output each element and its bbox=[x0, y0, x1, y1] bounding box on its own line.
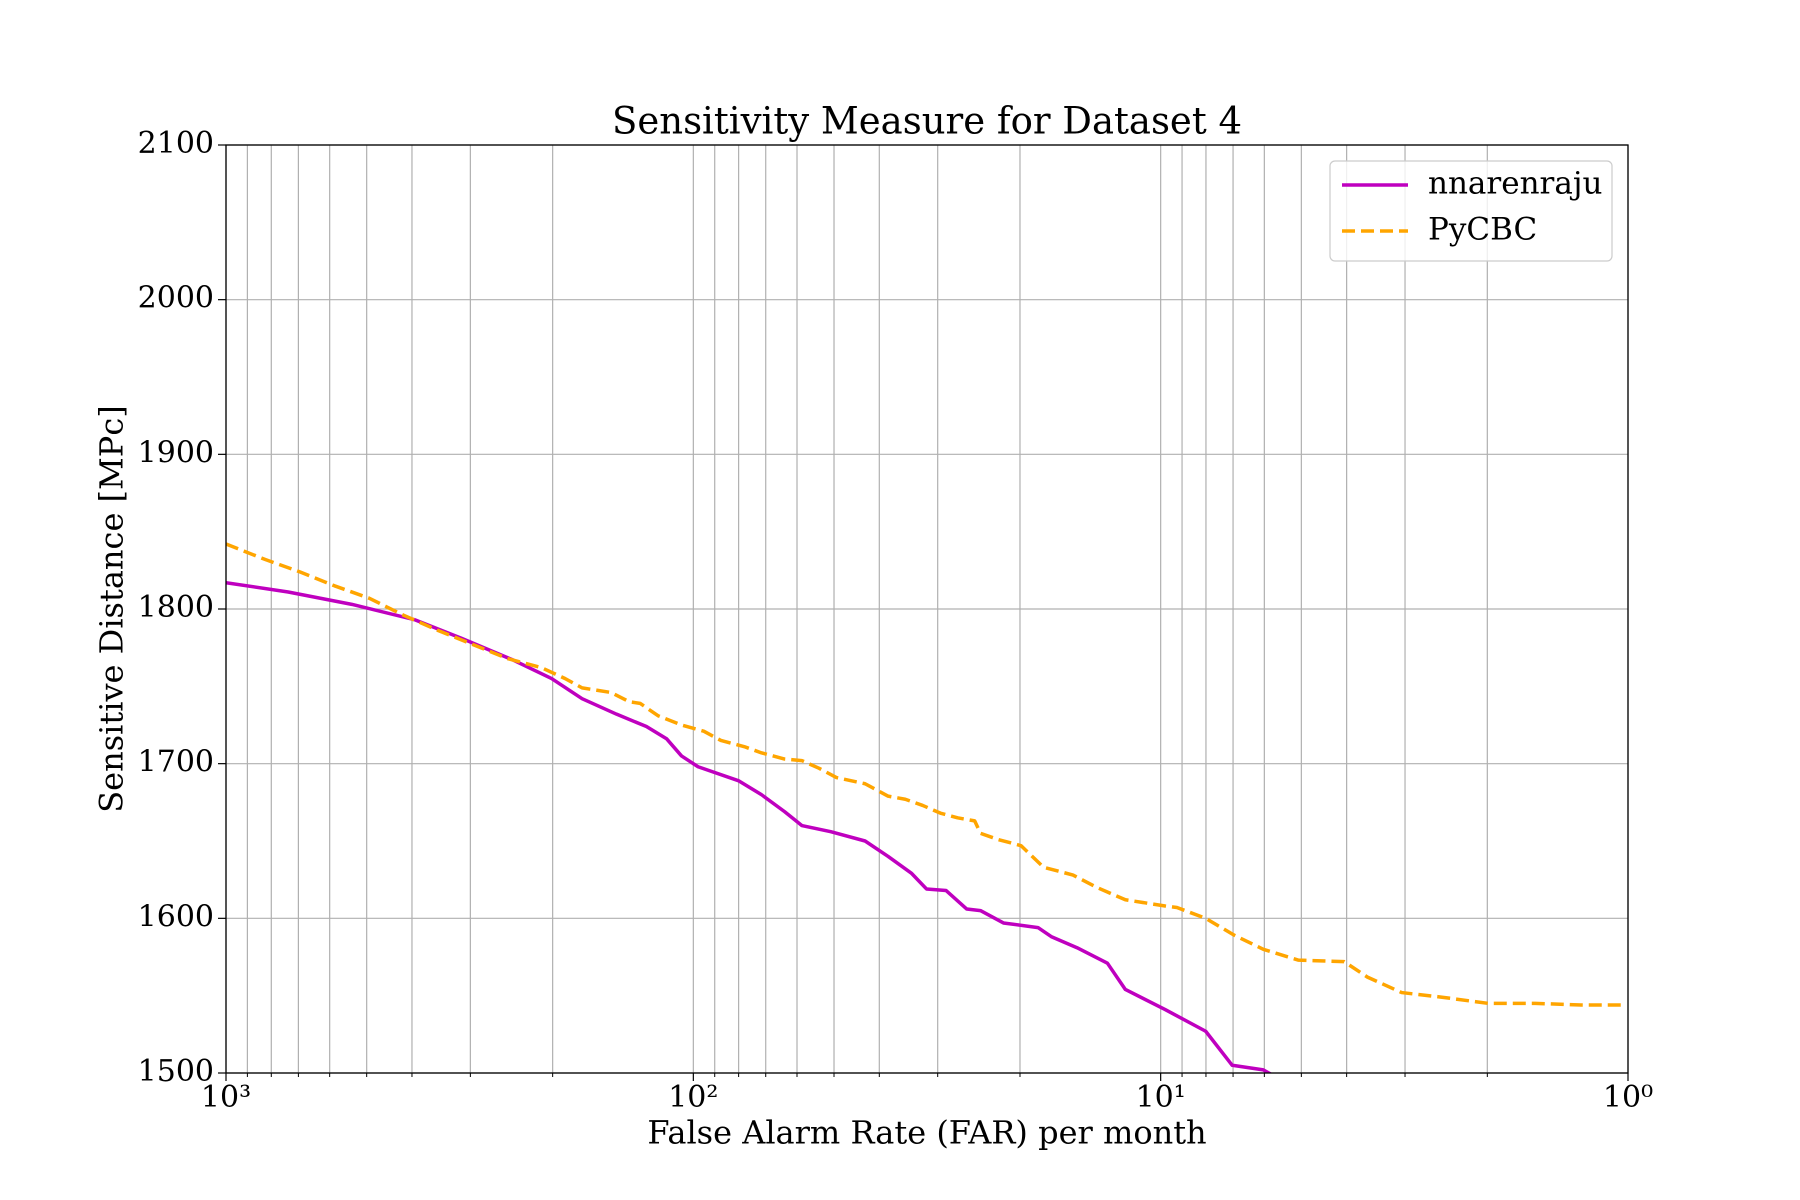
y-tick-label: 1700 bbox=[138, 745, 214, 780]
x-tick-label: 10³ bbox=[201, 1080, 251, 1115]
legend-label: nnarenraju bbox=[1428, 166, 1602, 202]
legend: nnarenraju PyCBC bbox=[1329, 160, 1613, 262]
y-tick-label: 1600 bbox=[138, 899, 214, 934]
y-tick-label: 1900 bbox=[138, 435, 214, 470]
x-axis-label: False Alarm Rate (FAR) per month bbox=[647, 1114, 1206, 1152]
plot-area bbox=[226, 542, 1624, 1073]
y-axis-label: Sensitive Distance [MPc] bbox=[93, 405, 131, 812]
y-tick-label: 1800 bbox=[138, 590, 214, 625]
x-tick-label: 10⁰ bbox=[1603, 1080, 1653, 1115]
x-tick-label: 10² bbox=[668, 1080, 718, 1115]
y-tick-label: 2100 bbox=[138, 126, 214, 161]
y-tick-label: 2000 bbox=[138, 281, 214, 316]
x-tick-label: 10¹ bbox=[1136, 1080, 1186, 1115]
legend-label: PyCBC bbox=[1428, 212, 1537, 248]
series-line bbox=[226, 580, 1273, 1073]
ticks: 1500 1600 1700 1800 1900 2000 2100 10³ 10² 10¹ 10⁰ bbox=[138, 126, 1653, 1115]
y-tick-label: 1500 bbox=[138, 1054, 214, 1089]
series-line bbox=[226, 542, 1624, 1007]
chart-title: Sensitivity Measure for Dataset 4 bbox=[612, 100, 1242, 143]
